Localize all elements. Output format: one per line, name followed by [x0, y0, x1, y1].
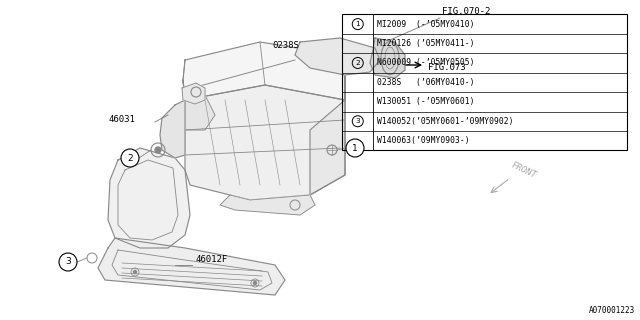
Text: 2: 2	[355, 60, 360, 66]
Polygon shape	[183, 80, 345, 200]
Text: FRONT: FRONT	[510, 161, 538, 180]
Text: MI20126 (’05MY0411-): MI20126 (’05MY0411-)	[377, 39, 475, 48]
Text: 3: 3	[65, 258, 71, 267]
Polygon shape	[370, 38, 405, 78]
Text: FIG.070-2: FIG.070-2	[442, 7, 490, 16]
Text: W140063(’09MY0903-): W140063(’09MY0903-)	[377, 136, 470, 145]
Text: 2: 2	[127, 154, 133, 163]
Text: 46012F: 46012F	[195, 255, 227, 264]
Circle shape	[134, 270, 136, 274]
Polygon shape	[220, 195, 315, 215]
Text: 1: 1	[355, 21, 360, 27]
Circle shape	[346, 139, 364, 157]
Circle shape	[155, 147, 161, 153]
Text: 0238S   (’06MY0410-): 0238S (’06MY0410-)	[377, 78, 475, 87]
Polygon shape	[183, 42, 345, 100]
Polygon shape	[160, 100, 185, 158]
Polygon shape	[185, 95, 215, 130]
Text: MI2009  (-’05MY0410): MI2009 (-’05MY0410)	[377, 20, 475, 28]
Text: N600009 (-’05MY0505): N600009 (-’05MY0505)	[377, 59, 475, 68]
Text: 46031: 46031	[108, 115, 135, 124]
Text: 0238S: 0238S	[272, 41, 299, 50]
Text: 3: 3	[355, 118, 360, 124]
Bar	[342, 14, 627, 150]
Polygon shape	[295, 38, 380, 75]
Text: A070001223: A070001223	[589, 306, 635, 315]
Polygon shape	[310, 55, 345, 195]
Text: FIG.073: FIG.073	[428, 62, 466, 71]
Text: 1: 1	[352, 143, 358, 153]
Text: W140052(’05MY0601-’09MY0902): W140052(’05MY0601-’09MY0902)	[377, 117, 514, 126]
Circle shape	[253, 282, 257, 284]
Polygon shape	[182, 83, 205, 104]
Text: W130051 (-’05MY0601): W130051 (-’05MY0601)	[377, 97, 475, 106]
Polygon shape	[98, 238, 285, 295]
Circle shape	[59, 253, 77, 271]
Circle shape	[121, 149, 139, 167]
Polygon shape	[108, 148, 190, 248]
